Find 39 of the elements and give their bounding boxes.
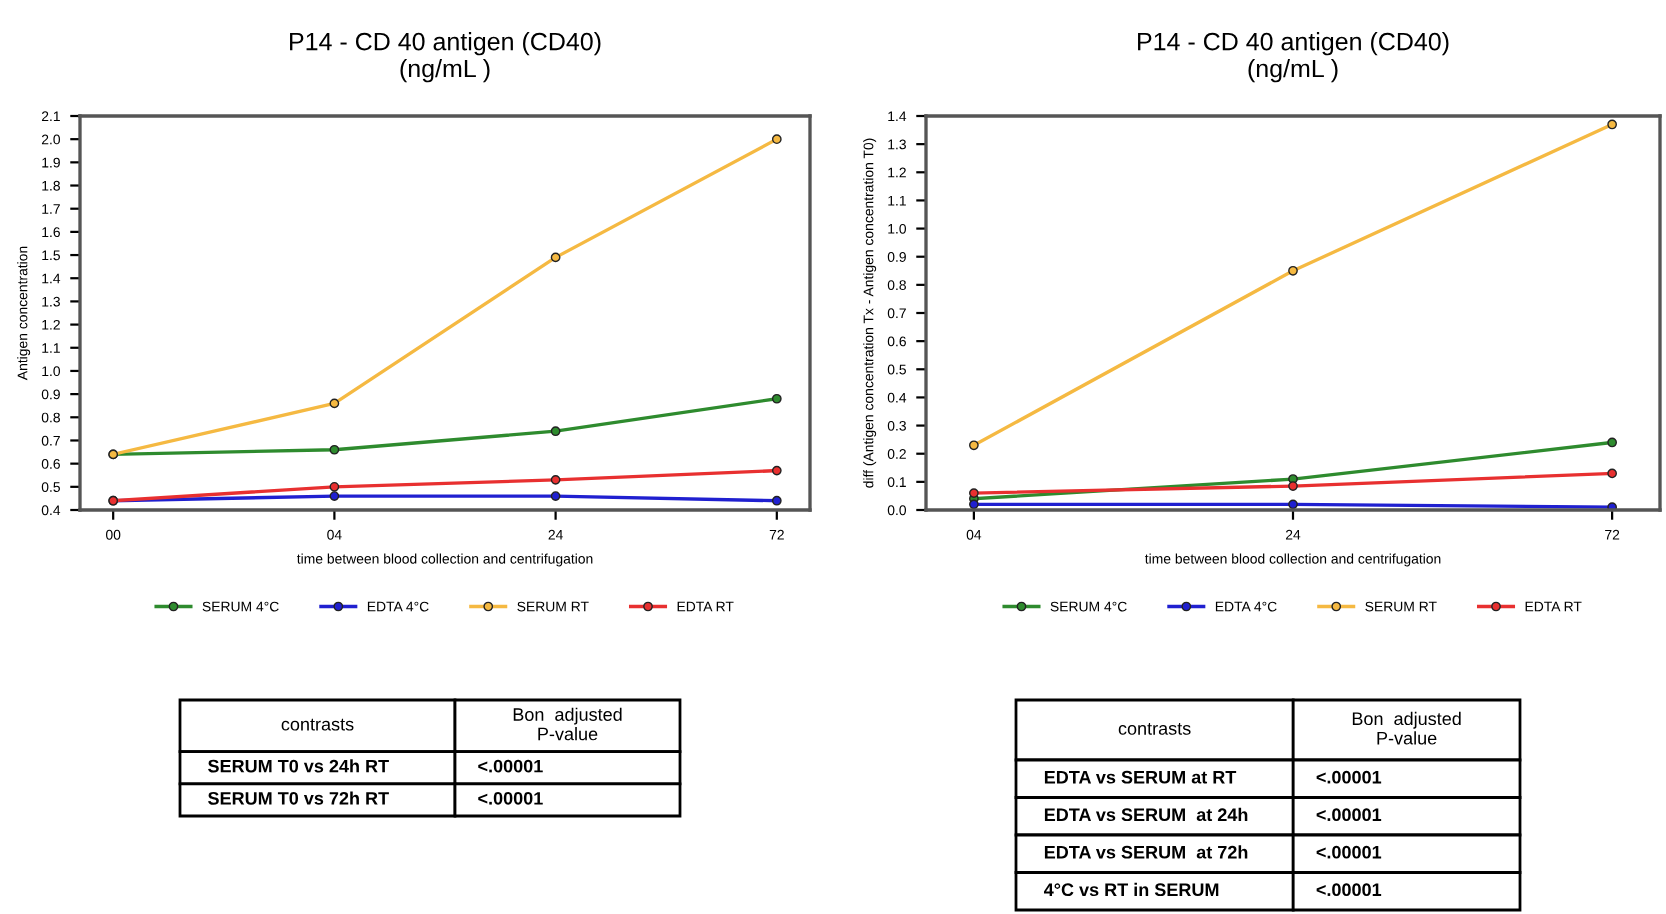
chart-title: P14 - CD 40 antigen (CD40) (ng/mL )	[290, 32, 601, 83]
point	[969, 488, 979, 498]
point	[969, 440, 979, 451]
point	[771, 393, 782, 404]
text: contrasts	[1118, 722, 1191, 735]
point	[550, 252, 561, 263]
text: contrasts	[281, 718, 354, 731]
point	[771, 134, 782, 145]
text: SERUM T0 vs 24h RT	[208, 759, 389, 773]
point	[329, 398, 340, 409]
text: EDTA vs SERUM at RT	[1044, 770, 1237, 784]
point	[771, 495, 782, 506]
point	[550, 491, 561, 501]
point	[969, 499, 979, 510]
text: <.00001	[1316, 808, 1382, 822]
text: EDTA vs SERUM at 24h	[1044, 807, 1248, 822]
point	[329, 481, 340, 492]
text: Bon adjusted P-value	[1352, 711, 1461, 745]
point	[1607, 437, 1617, 448]
text: <.00001	[478, 791, 543, 805]
point	[329, 444, 340, 455]
point	[550, 475, 561, 485]
point	[1607, 468, 1617, 479]
point	[1288, 481, 1298, 491]
point	[1607, 119, 1617, 130]
point	[1288, 499, 1298, 510]
text: Bon adjusted P-value	[513, 707, 622, 741]
point	[550, 426, 561, 437]
text: SERUM T0 vs 72h RT	[208, 791, 389, 805]
point	[1288, 265, 1298, 276]
chart-title: P14 - CD 40 antigen (CD40) (ng/mL )	[1138, 32, 1449, 83]
text: <.00001	[1316, 770, 1382, 784]
point	[329, 491, 340, 501]
text: <.00001	[478, 759, 543, 773]
text: <.00001	[1316, 845, 1382, 859]
text: EDTA vs SERUM at 72h	[1044, 845, 1248, 859]
text: 4°C vs RT in SERUM	[1043, 882, 1219, 897]
point	[771, 465, 782, 476]
text: <.00001	[1316, 883, 1382, 897]
